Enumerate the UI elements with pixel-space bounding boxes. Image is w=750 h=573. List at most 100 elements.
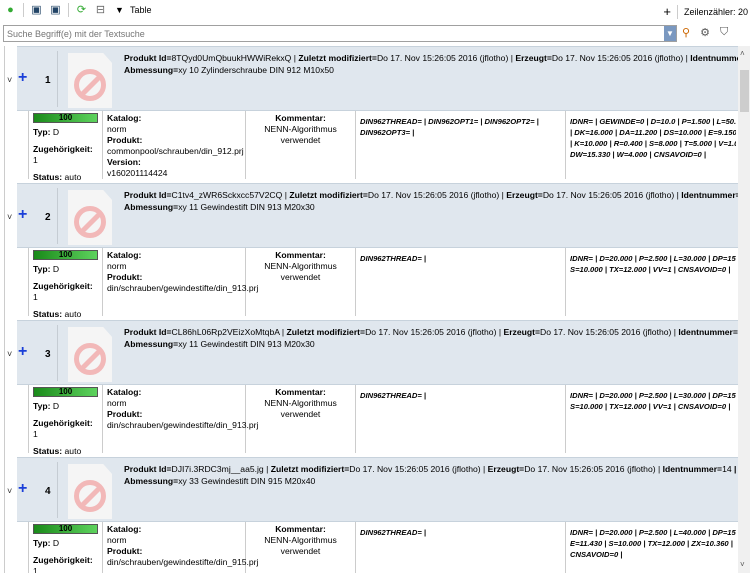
scroll-up-icon[interactable]: ˄	[740, 49, 745, 58]
chevron-down-icon[interactable]: ˅	[7, 486, 13, 496]
progress-bar: 100	[33, 250, 98, 260]
zug-value: 1	[33, 155, 38, 165]
no-image-icon	[74, 206, 106, 238]
modified-date: Do 17. Nov 15:26:05 2016 (jflotho)	[367, 190, 500, 200]
table-row[interactable]: ˅ +4 Produkt Id=DJI7i.3RDC3mj__aa5.jg | Zu…	[5, 457, 738, 573]
divider	[57, 462, 58, 518]
katalog-value: norm	[107, 124, 127, 134]
export-image-icon[interactable]: ▣	[50, 3, 61, 16]
label: Zuletzt modifiziert=	[286, 327, 366, 337]
result-list: ˅ +1 Produkt Id=8TQyd0UmQbuukHWWiRekxQ | Z…	[4, 46, 738, 573]
row-header[interactable]: ˅ +4 Produkt Id=DJI7i.3RDC3mj__aa5.jg | Zu…	[7, 457, 738, 522]
dropdown-triangle-icon[interactable]: ▼	[115, 4, 124, 15]
label: Abmessung=	[124, 65, 179, 75]
label: Produkt Id=	[124, 190, 172, 200]
search-dropdown-button[interactable]: ▼	[664, 26, 676, 41]
typ-value: D	[52, 538, 60, 548]
din-options: DIN962THREAD= |	[356, 385, 566, 453]
comment-value: NENN-Algorithmus verwendet	[264, 535, 337, 556]
row-header[interactable]: ˅ +1 Produkt Id=8TQyd0UmQbuukHWWiRekxQ | Z…	[7, 46, 738, 111]
progress-bar: 100	[33, 387, 98, 397]
typ-label: Typ:	[33, 538, 51, 548]
status-field: Status: auto	[33, 309, 98, 320]
norm-tail: | Norm-	[734, 464, 738, 474]
chevron-down-icon[interactable]: ˅	[7, 349, 13, 359]
table-row[interactable]: ˅ +3 Produkt Id=CL86hL06Rp2VEizXoMtqbA | Z…	[5, 320, 738, 457]
expand-plus-icon[interactable]: +	[18, 343, 28, 360]
row-number: 4	[45, 486, 51, 497]
label: Zuletzt modifiziert=	[289, 190, 368, 200]
row-details: 100 Typ: D Zugehörigkeit: 1 Status: auto Kat…	[28, 248, 738, 319]
label: Produkt Id=	[124, 53, 172, 63]
export-icon[interactable]: ▣	[31, 3, 42, 16]
parameters-column: IDNR= | D=20.000 | P=2.500 | L=30.000 | …	[566, 385, 736, 453]
comment-label: Kommentar:	[275, 113, 326, 123]
produkt-label: Produkt:	[107, 409, 143, 419]
typ-field: Typ: D	[33, 264, 98, 275]
produkt-label: Produkt:	[107, 135, 143, 145]
zug-label: Zugehörigkeit:	[33, 555, 93, 565]
parameter-line: DW=15.330 | W=4.000 | CNSAVOID=0 |	[570, 150, 707, 159]
katalog-label: Katalog:	[107, 524, 142, 534]
zug-field: Zugehörigkeit: 1	[33, 281, 98, 303]
parameter-line: | DK=16.000 | DA=11.200 | DS=10.000 | E=…	[570, 128, 736, 137]
no-image-icon	[74, 69, 106, 101]
scroll-down-icon[interactable]: ˅	[740, 560, 745, 569]
refresh-icon[interactable]: ⟳	[76, 3, 87, 16]
row-header[interactable]: ˅ +2 Produkt Id=C1tv4_zWR6Sckxcc57V2CQ | Z…	[7, 183, 738, 248]
status-column: 100 Typ: D Zugehörigkeit: 1	[29, 522, 103, 573]
expand-plus-icon[interactable]: +	[18, 206, 28, 223]
label: Zuletzt modifiziert=	[298, 53, 377, 63]
add-circle-icon[interactable]: ●	[7, 3, 14, 16]
version-value: v160201114424	[107, 168, 168, 178]
search-icon[interactable]: ⚲	[682, 27, 691, 39]
katalog-label: Katalog:	[107, 113, 142, 123]
comment-label: Kommentar:	[275, 250, 326, 260]
produkt-label: Produkt:	[107, 546, 143, 556]
scrollbar-thumb[interactable]	[740, 70, 749, 112]
dimension: xy 11 Gewindestift DIN 913 M20x30	[178, 202, 315, 212]
comment-column: Kommentar: NENN-Algorithmus verwendet	[246, 385, 356, 453]
collapse-icon[interactable]: ⊟	[95, 3, 106, 16]
typ-value: D	[52, 127, 60, 137]
expand-plus-icon[interactable]: +	[18, 69, 28, 86]
zug-value: 1	[33, 292, 38, 302]
expand-plus-icon[interactable]: +	[18, 480, 28, 497]
typ-field: Typ: D	[33, 127, 98, 138]
status-label: Status:	[33, 446, 63, 456]
comment-label: Kommentar:	[275, 524, 326, 534]
chevron-down-icon[interactable]: ˅	[7, 75, 13, 85]
divider	[57, 325, 58, 381]
catalog-column: Katalog: norm Produkt: din/schrauben/gewind…	[103, 522, 258, 573]
search-input[interactable]	[3, 25, 677, 42]
zug-value: 1	[33, 429, 38, 439]
katalog-label: Katalog:	[107, 250, 142, 260]
zug-label: Zugehörigkeit:	[33, 281, 93, 291]
settings-icon[interactable]: ⚙	[700, 27, 710, 39]
zug-label: Zugehörigkeit:	[33, 144, 93, 154]
scrollbar[interactable]	[738, 46, 750, 573]
typ-value: D	[52, 264, 60, 274]
status-label: Status:	[33, 172, 63, 182]
label: Abmessung=	[124, 476, 179, 486]
summary-line-2: Abmessung=xy 10 Zylinderschraube DIN 912…	[124, 64, 738, 76]
row-header[interactable]: ˅ +3 Produkt Id=CL86hL06Rp2VEizXoMtqbA | Z…	[7, 320, 738, 385]
label: Abmessung=	[124, 339, 179, 349]
product-id: CL86hL06Rp2VEizXoMtqbA	[171, 327, 280, 337]
row-counter[interactable]: Zeilenzähler: 20	[683, 6, 748, 17]
typ-label: Typ:	[33, 127, 51, 137]
toolbar: ● ▣ ▣ ⟳ ⊟ ▼ Table + Zeilenzähler: 20	[0, 0, 750, 20]
row-details: 100 Typ: D Zugehörigkeit: 1 Katalog: norm Pro…	[28, 522, 738, 573]
table-view-menu[interactable]: Table	[130, 5, 152, 15]
plus-icon[interactable]: +	[663, 4, 671, 19]
chevron-down-icon[interactable]: ˅	[7, 212, 13, 222]
label: Produkt Id=	[124, 464, 172, 474]
table-row[interactable]: ˅ +1 Produkt Id=8TQyd0UmQbuukHWWiRekxQ | Z…	[5, 46, 738, 183]
product-summary: Produkt Id=C1tv4_zWR6Sckxcc57V2CQ | Zule…	[124, 189, 738, 213]
parameter-line: IDNR= | D=20.000 | P=2.500 | L=30.000 | …	[570, 391, 736, 400]
status-value: auto	[64, 172, 82, 182]
din-options: DIN962THREAD= |	[356, 522, 566, 573]
filter-icon[interactable]: ⛉	[719, 26, 729, 38]
divider	[676, 4, 678, 19]
table-row[interactable]: ˅ +2 Produkt Id=C1tv4_zWR6Sckxcc57V2CQ | Z…	[5, 183, 738, 320]
